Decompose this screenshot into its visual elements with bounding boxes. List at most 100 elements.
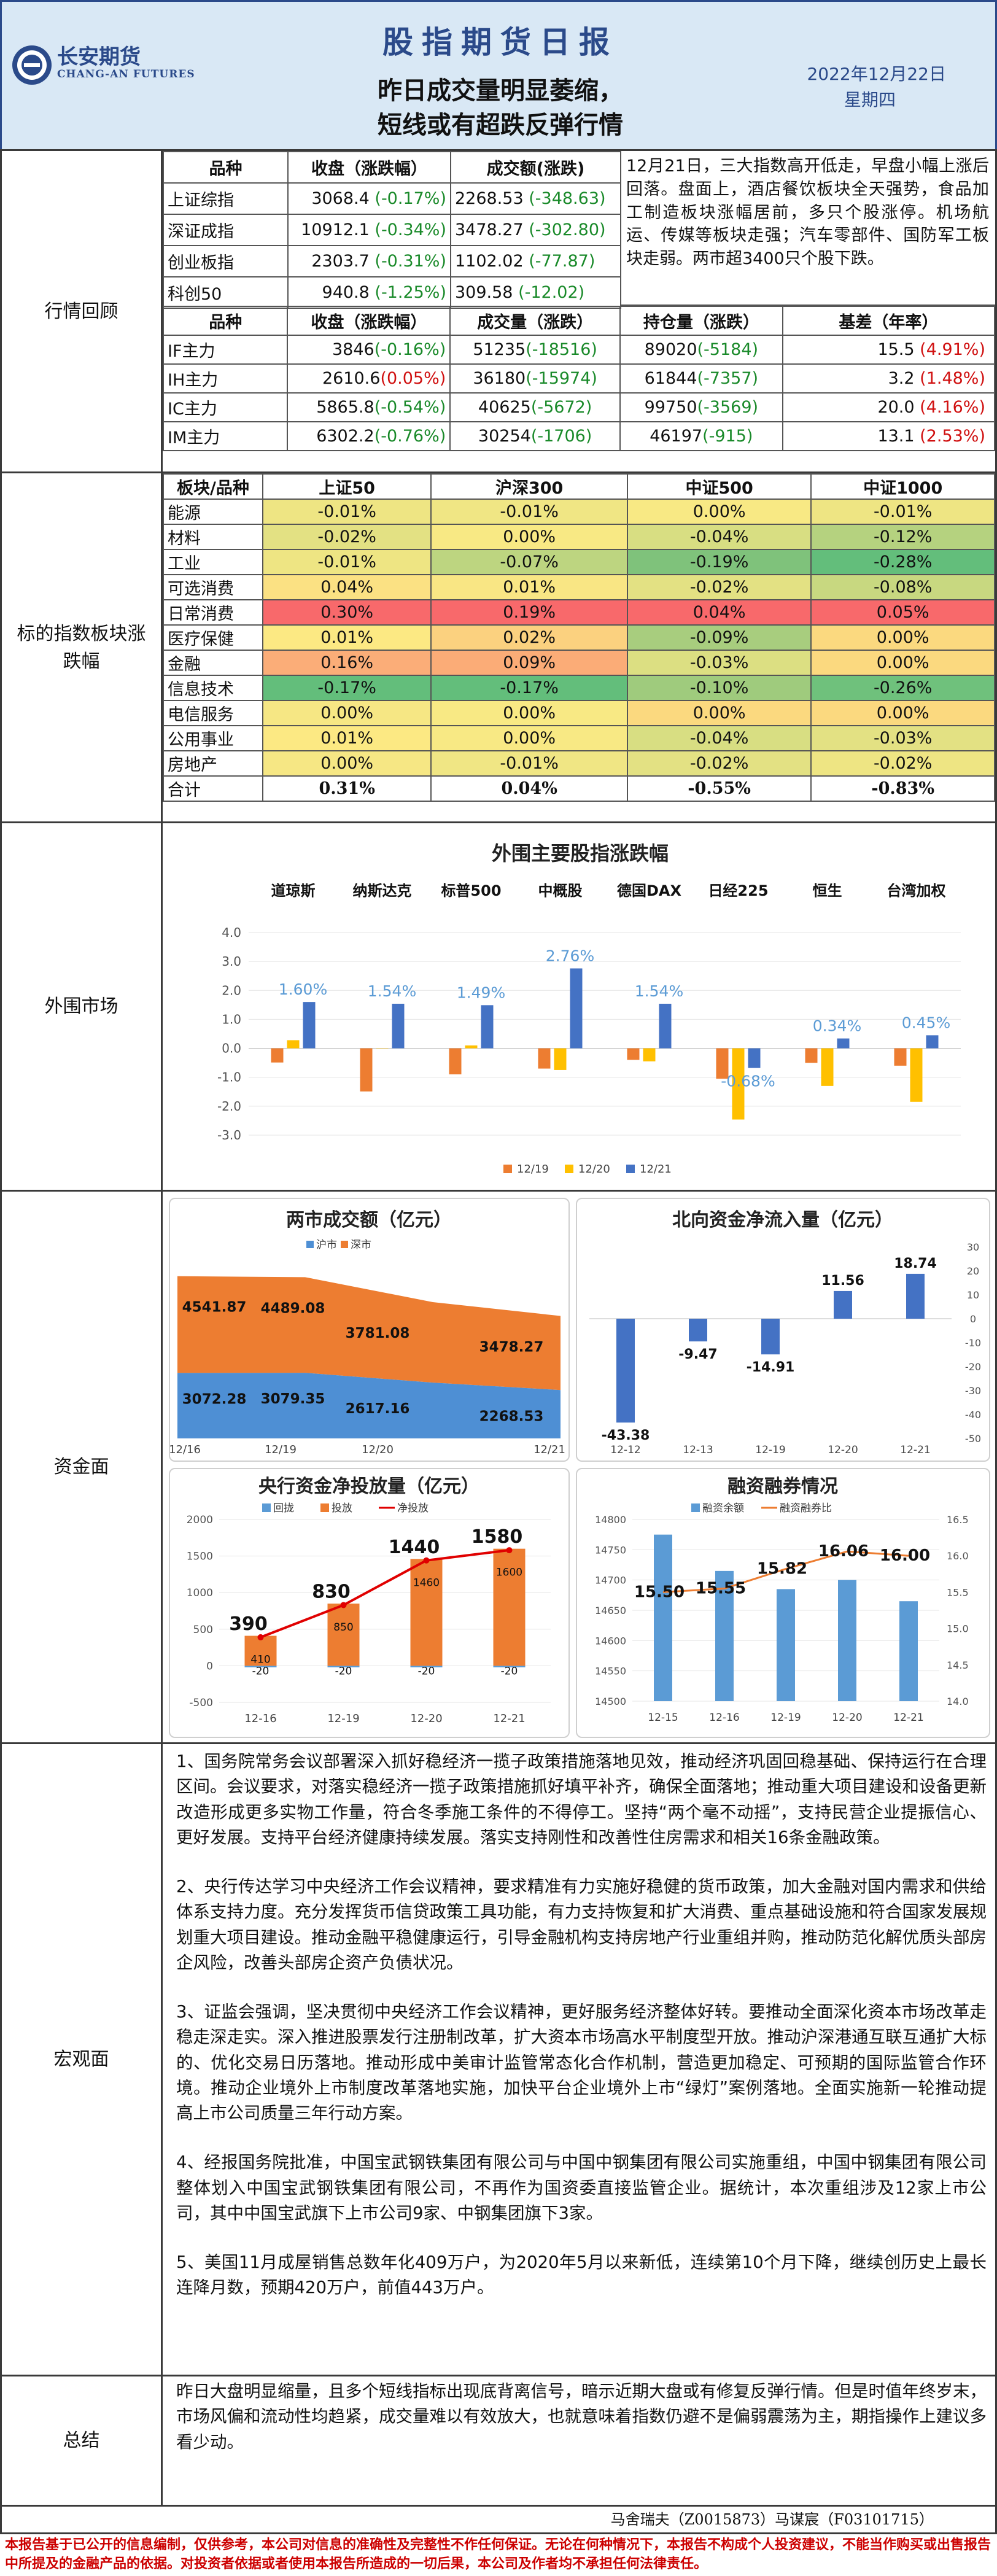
- y-left-tick: 14500: [595, 1696, 626, 1707]
- sector-value-cell: 0.01%: [262, 725, 432, 751]
- futures-basis-rate: (4.16%): [920, 398, 985, 417]
- sector-value-cell: -0.01%: [262, 549, 432, 575]
- shanghai-label: 2617.16: [346, 1401, 410, 1417]
- sector-total-value: -0.83%: [810, 775, 995, 802]
- index-amount-change: (-302.80): [529, 220, 606, 239]
- chart-title: 外围主要股指涨跌幅: [492, 842, 669, 865]
- index-close: 10912.1: [301, 220, 370, 239]
- bar-withdraw: [410, 1666, 443, 1667]
- bar: [643, 1048, 656, 1061]
- sector-value-cell: 0.00%: [810, 624, 995, 651]
- futures-volume-change: (-1706): [530, 427, 592, 446]
- x-tick-label: 12/21: [533, 1443, 565, 1456]
- x-tick-label: 12-12: [610, 1444, 640, 1456]
- y-tick-label: 1000: [187, 1587, 213, 1599]
- futures-oi-cell: 89020(-5184): [619, 335, 783, 365]
- futures-change: (-0.16%): [374, 340, 446, 359]
- sector-value-cell: -0.10%: [626, 675, 812, 701]
- futures-oi-change: (-3569): [697, 398, 759, 417]
- inject-label: 410: [250, 1654, 270, 1666]
- y-tick-label: -20: [965, 1361, 981, 1373]
- macro-item: 1、国务院常务会议部署深入抓好稳经济一揽子政策措施落地见效，推动经济巩固回稳基础…: [176, 1752, 987, 1847]
- macro-news: 1、国务院常务会议部署深入抓好稳经济一揽子政策措施落地见效，推动经济巩固回稳基础…: [169, 1744, 995, 2325]
- section-label-market-review: 行情回顾: [2, 151, 163, 471]
- bar-balance: [838, 1580, 856, 1701]
- futures-basis: 15.5: [877, 340, 915, 359]
- macro-item: 2、央行传达学习中央经济工作会议精神，要求精准有力实施好稳健的货币政策，加大金融…: [176, 1877, 987, 1973]
- summary-text: 昨日大盘明显缩量，且多个短线指标出现底背离信号，暗示近期大盘或有修复反弹行情。但…: [176, 2381, 987, 2452]
- y-tick-label: 30: [967, 1241, 979, 1253]
- y-tick-label: -1.0: [217, 1070, 241, 1085]
- sector-value-cell: 0.00%: [626, 499, 812, 525]
- index-amount: 309.58: [455, 283, 513, 302]
- bar-balance: [715, 1570, 734, 1701]
- data-label: 0.45%: [902, 1014, 950, 1031]
- sector-value-cell: -0.02%: [810, 750, 995, 777]
- shenzhen-label: 4541.87: [182, 1300, 247, 1316]
- bar: [465, 1045, 478, 1049]
- index-amount-cell: 2268.53 (-348.63): [450, 182, 621, 215]
- sector-value-cell: -0.19%: [626, 549, 812, 575]
- bar: [837, 1038, 850, 1049]
- sector-row: 工业 -0.01% -0.07% -0.19% -0.28%: [163, 549, 995, 575]
- sector-row: 信息技术 -0.17% -0.17% -0.10% -0.26%: [163, 675, 995, 701]
- area-shenzhen: [177, 1276, 561, 1391]
- y-tick-label: -500: [189, 1697, 213, 1709]
- area-shanghai: [177, 1373, 561, 1438]
- sector-value-cell: -0.01%: [430, 499, 628, 525]
- y-left-tick: 14700: [595, 1575, 626, 1586]
- net-point: [257, 1634, 264, 1640]
- y-left-tick: 14650: [595, 1605, 626, 1616]
- data-label: 0.34%: [813, 1017, 861, 1035]
- index-row: 科创50 940.8 (-1.25%) 309.58 (-12.02): [163, 276, 621, 309]
- sector-value-cell: -0.12%: [810, 524, 995, 550]
- shanghai-label: 3079.35: [261, 1391, 325, 1407]
- futures-oi-change: (-5184): [697, 340, 759, 359]
- sector-value-cell: -0.03%: [810, 725, 995, 751]
- futures-basis: 3.2: [888, 369, 915, 388]
- sector-total-value: 0.04%: [430, 775, 628, 802]
- y-tick-label: 4.0: [222, 925, 241, 940]
- sector-name-cell: 可选消费: [163, 574, 263, 600]
- y-right-tick: 14.0: [947, 1696, 969, 1707]
- bar: [659, 1003, 672, 1049]
- northbound-chart: 北向资金净流入量（亿元） 30 20 10 0 -10 -20 -30 -40 -50 -43.38…: [589, 1209, 981, 1456]
- futures-col-oi: 持仓量（涨跌）: [619, 306, 783, 336]
- sector-row: 可选消费 0.04% 0.01% -0.02% -0.08%: [163, 574, 995, 600]
- sector-value-cell: 0.01%: [262, 624, 432, 651]
- section-label-macro: 宏观面: [2, 1744, 163, 2375]
- legend-swatch: [691, 1503, 700, 1512]
- index-change: (-0.17%): [374, 189, 446, 208]
- index-amount: 3478.27: [455, 220, 524, 239]
- futures-row: IF主力 3846(-0.16%) 51235(-18516) 89020(-5184…: [162, 335, 996, 365]
- sector-value-cell: -0.02%: [626, 574, 812, 600]
- data-label: -43.38: [602, 1428, 650, 1443]
- futures-close: 5865.8: [316, 398, 374, 417]
- bar: [271, 1048, 284, 1063]
- sector-row: 日常消费 0.30% 0.19% 0.04% 0.05%: [163, 599, 995, 626]
- bar-balance: [899, 1601, 918, 1701]
- logo-chinese-name: 长安期货: [57, 45, 141, 69]
- futures-col-close: 收盘（涨跌幅）: [287, 306, 451, 336]
- legend-swatch: [306, 1241, 314, 1248]
- y-tick-label: -50: [965, 1433, 981, 1445]
- bar: [616, 1319, 635, 1423]
- shenzhen-label: 3478.27: [479, 1340, 544, 1356]
- y-right-tick: 16.5: [947, 1514, 969, 1526]
- futures-basis-rate: (2.53%): [920, 427, 985, 446]
- sector-total-row: 合计 0.31% 0.04% -0.55% -0.83%: [163, 775, 995, 802]
- sector-value-cell: 0.00%: [810, 700, 995, 726]
- data-label: 1.54%: [635, 982, 683, 1000]
- x-tick-label: 12-16: [244, 1712, 276, 1725]
- futures-volume-cell: 36180(-15974): [449, 363, 621, 394]
- futures-close: 6302.2: [316, 427, 374, 446]
- sector-value-cell: 0.00%: [262, 750, 432, 777]
- bar-balance: [654, 1534, 672, 1701]
- futures-oi-cell: 61844(-7357): [619, 363, 783, 394]
- sector-table-header: 板块/品种 上证50 沪深300 中证500 中证1000: [163, 473, 995, 500]
- futures-basis: 20.0: [877, 398, 915, 417]
- bar: [449, 1048, 462, 1074]
- index-amount: 2268.53: [455, 189, 524, 208]
- sector-value-cell: -0.04%: [626, 524, 812, 550]
